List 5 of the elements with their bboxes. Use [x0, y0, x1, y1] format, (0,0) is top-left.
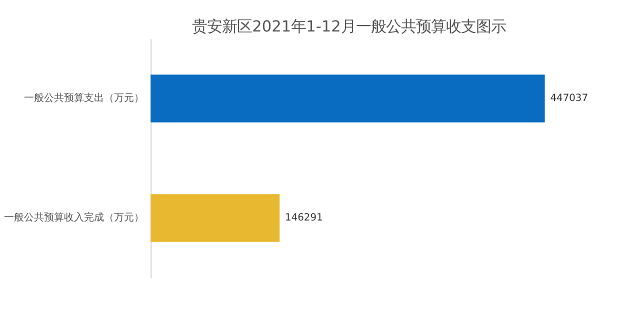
data-label: 447037 [550, 93, 588, 104]
chart-title: 贵安新区2021年1-12月一般公共预算收支图示 [192, 18, 506, 36]
y-tick-label: 一般公共预算收入完成（万元） [4, 212, 144, 224]
y-tick-label: 一般公共预算支出（万元） [24, 92, 144, 104]
data-label: 146291 [285, 212, 323, 224]
